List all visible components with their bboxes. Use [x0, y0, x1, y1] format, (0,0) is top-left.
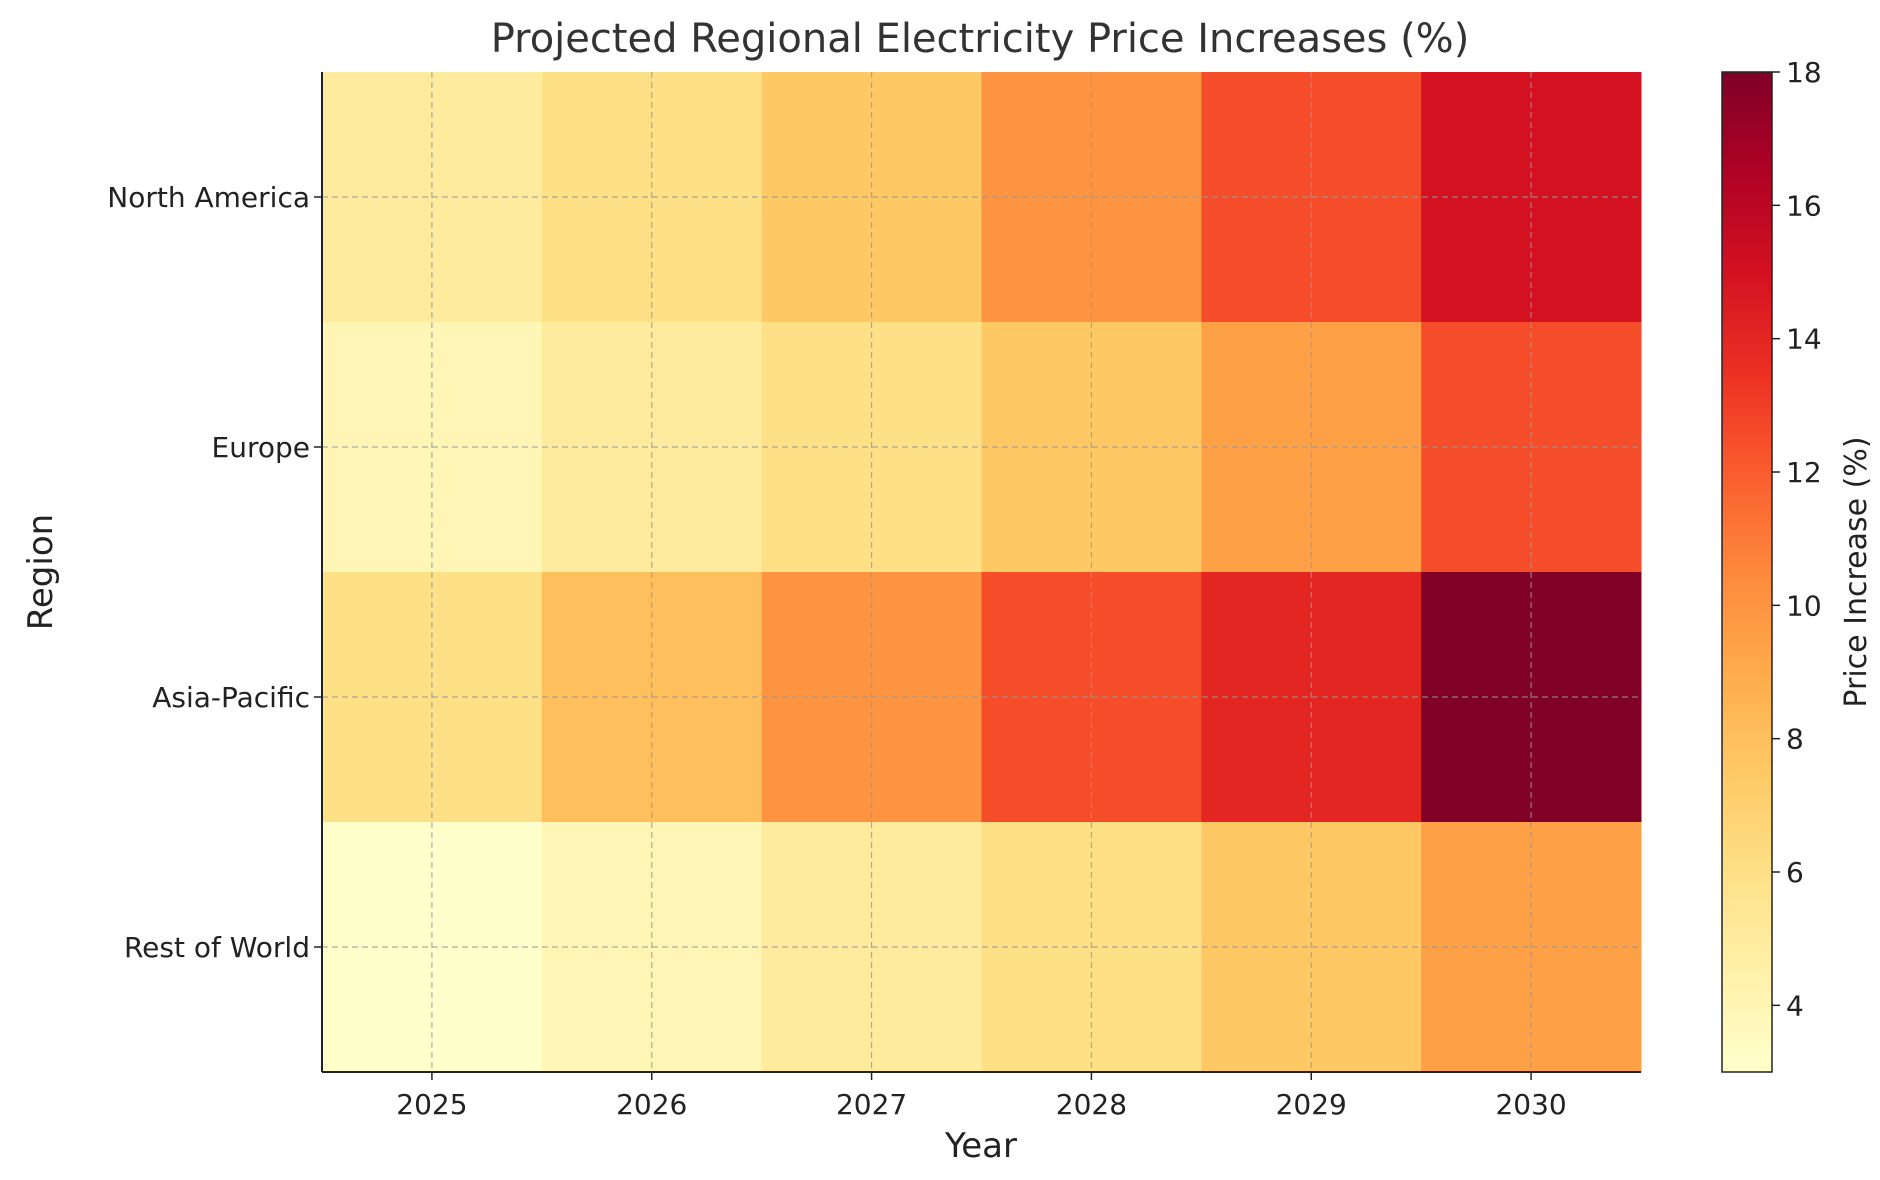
y-ticks: North America Europe Asia-Pacific Rest of W…: [107, 181, 322, 964]
y-tick-label: North America: [107, 181, 310, 214]
grid-lines: [322, 72, 1641, 1072]
x-axis-title: Year: [944, 1126, 1017, 1166]
colorbar-tick-label: 10: [1786, 589, 1822, 622]
heatmap-cells: [322, 72, 1642, 1073]
colorbar-ticks: 4 6 8 10 12 14 16 18: [1772, 56, 1822, 1022]
x-tick-label: 2029: [1276, 1088, 1347, 1121]
colorbar: [1721, 71, 1773, 1073]
x-tick-label: 2030: [1495, 1088, 1566, 1121]
x-tick-label: 2026: [616, 1088, 687, 1121]
chart-title: Projected Regional Electricity Price Inc…: [491, 16, 1470, 62]
x-tick-label: 2025: [396, 1088, 467, 1121]
y-tick-label: Rest of World: [124, 931, 310, 964]
colorbar-tick-label: 14: [1786, 323, 1822, 356]
y-tick-label: Asia-Pacific: [152, 681, 310, 714]
x-tick-label: 2028: [1056, 1088, 1127, 1121]
colorbar-tick-label: 8: [1786, 723, 1804, 756]
colorbar-tick-label: 4: [1786, 989, 1804, 1022]
colorbar-tick-label: 16: [1786, 189, 1822, 222]
colorbar-tick-label: 6: [1786, 856, 1804, 889]
colorbar-tick-label: 18: [1786, 56, 1822, 89]
y-axis-title: Region: [21, 514, 61, 630]
x-ticks: 2025 2026 2027 2028 2029 2030: [396, 1072, 1567, 1121]
colorbar-tick-label: 12: [1786, 456, 1822, 489]
x-tick-label: 2027: [836, 1088, 907, 1121]
y-tick-label: Europe: [212, 431, 310, 464]
colorbar-label: Price Increase (%): [1839, 436, 1874, 707]
